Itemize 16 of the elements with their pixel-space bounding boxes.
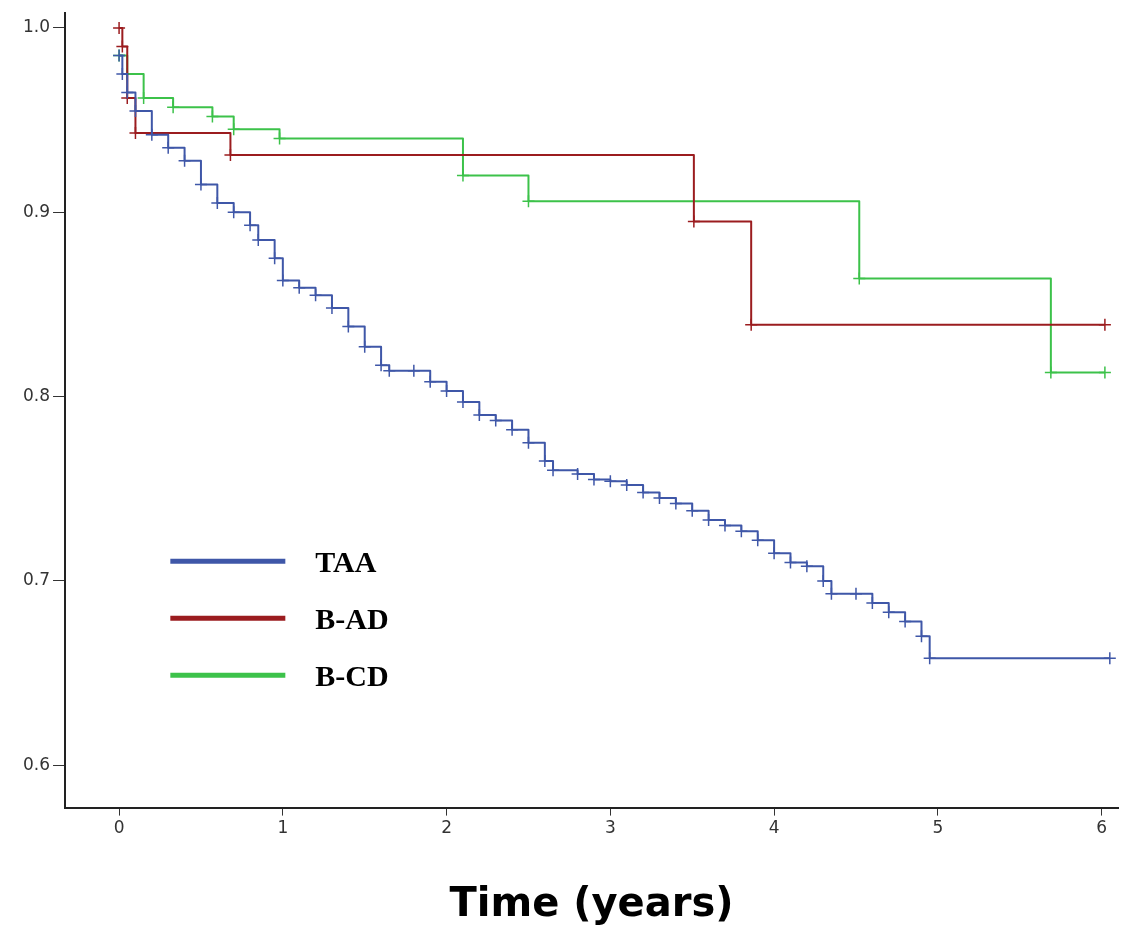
y-tick-label: 0.8 [22,385,51,405]
legend-label: B-CD [315,659,389,693]
y-tick-label: 0.7 [22,569,51,590]
x-axis-title: Time (years) [449,879,734,926]
y-tick-label: 0.6 [22,753,51,774]
x-tick-label: 4 [768,817,780,838]
legend-label: B-AD [315,602,389,636]
x-tick-label: 6 [1096,817,1108,838]
y-tick-label: 0.9 [22,200,51,221]
x-tick-label: 3 [604,817,616,838]
x-tick-label: 0 [113,817,125,838]
legend-label: TAA [315,545,377,579]
x-tick-label: 5 [932,817,944,838]
y-tick-label: 1.0 [22,16,51,37]
x-tick-label: 2 [441,817,453,838]
x-tick-label: 1 [277,817,289,838]
